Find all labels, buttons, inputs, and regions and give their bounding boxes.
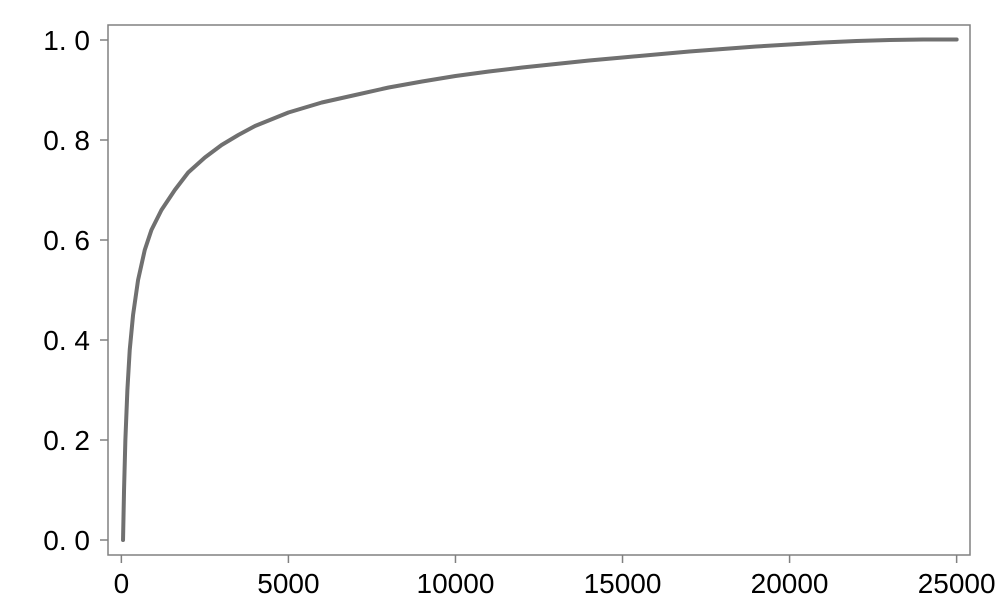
x-tick-label: 0 [114,568,130,599]
y-tick-label: 0. 2 [43,425,90,456]
data-curve [123,40,957,541]
chart-container: 0 5000 10000 15000 20000 25000 0. 0 0. 2 0. 4 0. … [0,0,1000,610]
y-tick-label: 0. 4 [43,325,90,356]
x-tick-label: 10000 [417,568,495,599]
y-tick-label: 0. 6 [43,225,90,256]
line-chart: 0 5000 10000 15000 20000 25000 0. 0 0. 2 0. 4 0. … [0,0,1000,610]
y-tick-label: 1. 0 [43,25,90,56]
x-tick-label: 15000 [584,568,662,599]
y-tick-label: 0. 8 [43,125,90,156]
x-tick-label: 20000 [751,568,829,599]
y-tick-label: 0. 0 [43,525,90,556]
x-tick-label: 5000 [257,568,319,599]
x-tick-label: 25000 [918,568,996,599]
plot-frame [108,25,970,555]
